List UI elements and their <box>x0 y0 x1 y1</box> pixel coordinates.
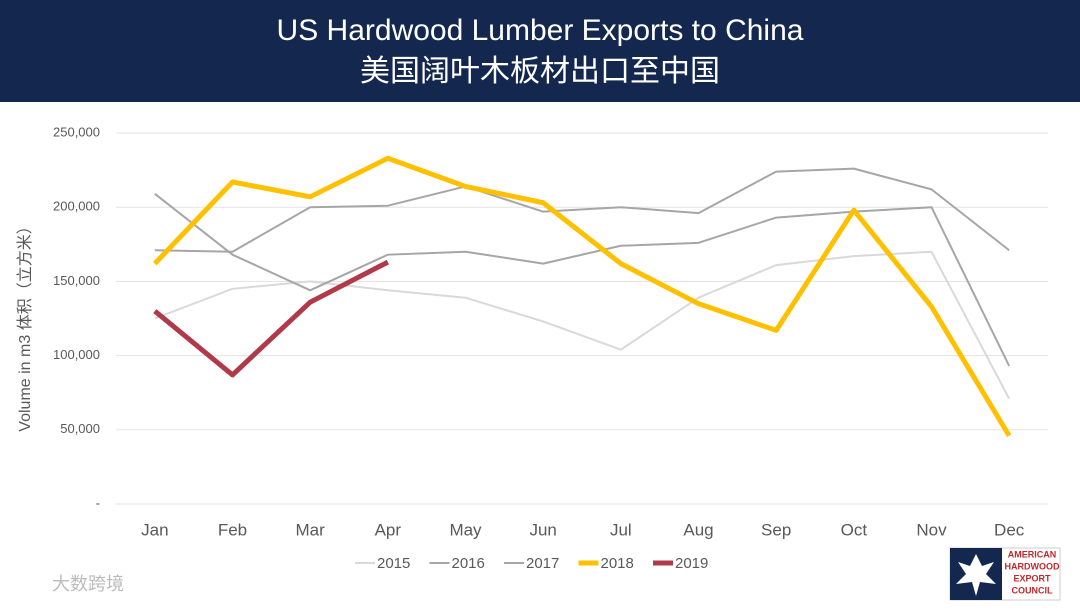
series-line <box>154 167 1010 253</box>
y-tick-label: 200,000 <box>53 199 100 214</box>
x-tick-label: Apr <box>375 520 402 539</box>
chart-title: US Hardwood Lumber Exports to China <box>277 14 804 47</box>
legend-label: 2018 <box>601 555 634 572</box>
watermark: 大数跨境 <box>52 574 124 594</box>
y-tick-label: 250,000 <box>53 124 100 139</box>
x-tick-label: Nov <box>916 520 947 539</box>
legend-label: 2015 <box>377 555 410 572</box>
series-line <box>153 155 1012 438</box>
x-tick-label: Jun <box>529 520 556 539</box>
legend-label: 2017 <box>526 555 559 572</box>
x-tick-label: Feb <box>218 520 247 539</box>
logo-leaf <box>956 554 996 596</box>
series-line <box>153 259 389 378</box>
logo-text: HARDWOOD <box>1005 561 1060 571</box>
x-tick-label: Aug <box>683 520 713 539</box>
y-tick-label: 100,000 <box>53 347 100 362</box>
y-tick-label: - <box>96 495 100 510</box>
series-line <box>154 193 1011 367</box>
series-line <box>154 250 1011 400</box>
chart-subtitle: 美国阔叶木板材出口至中国 <box>360 55 720 88</box>
logo-text: EXPORT <box>1013 573 1051 583</box>
x-tick-label: Mar <box>296 520 326 539</box>
x-tick-label: May <box>449 520 482 539</box>
x-tick-label: Dec <box>994 520 1025 539</box>
y-tick-label: 150,000 <box>53 273 100 288</box>
legend-label: 2019 <box>675 555 708 572</box>
legend-label: 2016 <box>452 555 485 572</box>
x-tick-label: Jul <box>610 520 632 539</box>
x-tick-label: Sep <box>761 520 791 539</box>
header <box>0 0 1080 102</box>
x-tick-label: Jan <box>141 520 168 539</box>
x-tick-label: Oct <box>841 520 868 539</box>
y-axis-label: Volume in m3 体积（立方米） <box>16 218 34 431</box>
y-tick-label: 50,000 <box>60 421 100 436</box>
logo-text: AMERICAN <box>1008 549 1057 559</box>
logo-text: COUNCIL <box>1012 585 1053 595</box>
